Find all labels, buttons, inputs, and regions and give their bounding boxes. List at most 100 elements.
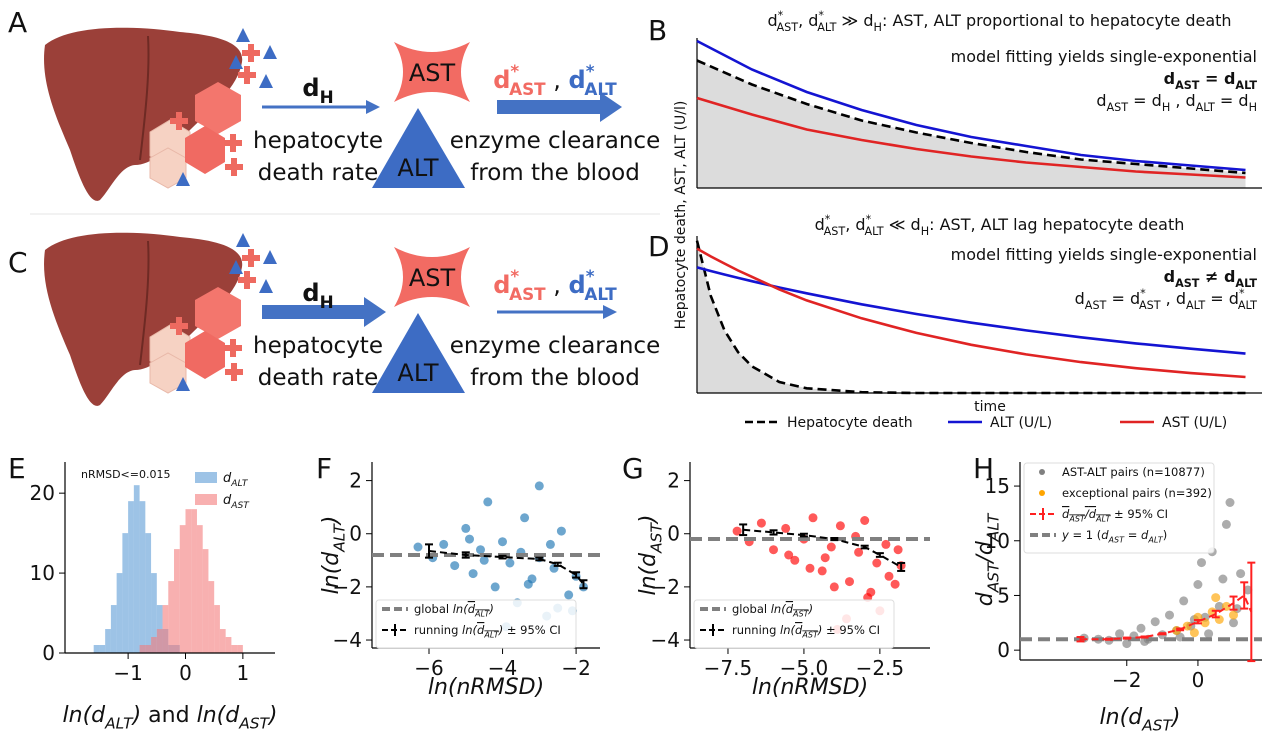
y-axis-label: Hepatocyte death, AST, ALT (U/l) [673, 101, 689, 330]
point [479, 555, 489, 565]
text-part: ln(nRMSD) [752, 675, 868, 700]
text-part: * [1239, 287, 1245, 300]
x-tick-label: −2 [1112, 668, 1141, 692]
text-part: ± 95% CI [822, 623, 880, 637]
text-part: ) [319, 516, 344, 527]
text-part: AST [1108, 535, 1126, 544]
text-part: ) [488, 602, 494, 616]
text-part: , [546, 66, 569, 94]
x-tick-label: 0 [1192, 668, 1205, 692]
clearance-text: from the blood [470, 160, 640, 186]
text-part: H [921, 225, 929, 238]
x-tick-label: −1 [113, 661, 142, 685]
point [769, 545, 778, 555]
x-tick-label: −7.5 [704, 656, 753, 680]
text-part: d [1152, 91, 1162, 110]
histogram-bar [105, 629, 111, 653]
text-part: , [1161, 289, 1176, 308]
point [872, 558, 882, 568]
point [1115, 629, 1125, 639]
point [784, 550, 794, 560]
legend-swatch [195, 494, 217, 505]
x-tick-label: 1 [237, 661, 250, 685]
histogram-bar [145, 645, 152, 653]
text-part: ) [808, 602, 814, 616]
histogram-bar [151, 573, 157, 653]
clearance-label: d* AST , d* ALT [493, 61, 617, 99]
annotation: model fitting yields single-exponential [951, 47, 1257, 66]
point [854, 547, 864, 557]
y-tick-label: −4 [651, 628, 680, 652]
text-part: ≪ [884, 215, 911, 234]
text-part: ALT [1186, 299, 1205, 312]
line [695, 240, 1246, 395]
y-tick-label: −4 [333, 628, 362, 652]
legend-label: dAST/dALT ± 95% CI [1062, 507, 1168, 523]
point [829, 582, 839, 592]
legend-label: AST-ALT pairs (n=10877) [1062, 465, 1205, 479]
x-tick-label: −4 [488, 656, 517, 680]
legend-label: dAST [223, 493, 250, 511]
text-part: d [1238, 91, 1248, 110]
point [413, 542, 423, 552]
text-part: ≫ [836, 11, 863, 30]
legend-label: global ln(dALT) [414, 602, 494, 618]
text-part: ALT [1095, 514, 1111, 523]
text-part: d [1224, 69, 1235, 88]
text-part: d [1186, 91, 1196, 110]
text-part: H [874, 21, 882, 34]
x-tick-label: −2 [561, 656, 590, 680]
enzyme-label: ALT [397, 359, 438, 387]
text-part: * [586, 266, 595, 286]
x-axis-label: ln(nRMSD) [752, 675, 868, 700]
histogram-bar [99, 645, 106, 653]
text-part: d [302, 74, 319, 102]
point [461, 523, 471, 533]
point [1204, 629, 1214, 639]
y-tick-label: 0 [349, 522, 362, 546]
point [1182, 621, 1192, 631]
histogram-bar [139, 645, 146, 653]
legend-label: running ln(dAST) ± 95% CI [732, 623, 880, 639]
panel-label: B [648, 14, 667, 47]
point [1150, 617, 1160, 627]
point [1243, 585, 1253, 595]
text-part: ln( [1100, 705, 1130, 730]
histogram-bar [122, 533, 129, 653]
text-part: ALT [985, 512, 1003, 542]
text-part: d [1128, 705, 1143, 730]
text-part: H [320, 87, 334, 107]
point [790, 555, 800, 565]
text-part: ln( [63, 703, 93, 728]
point [520, 513, 530, 523]
point [468, 569, 478, 579]
text-part: d [1176, 289, 1186, 308]
x-axis-label: time [974, 399, 1006, 415]
histogram-bar [116, 573, 123, 653]
text-part: d [1062, 507, 1070, 521]
text-part: ALT [1238, 299, 1257, 312]
x-axis-label: ln(nRMSD) [428, 675, 544, 700]
text-part: d [1164, 69, 1175, 88]
text-part: running [414, 623, 462, 637]
text-part: ln( [197, 703, 227, 728]
text-part: ± 95% CI [1110, 507, 1168, 521]
text-part: d [1096, 91, 1106, 110]
text-part: ALT [584, 284, 617, 304]
text-part: d [493, 66, 510, 94]
legend-box [375, 599, 577, 649]
histogram-bar [202, 549, 209, 653]
text-part: / [973, 553, 998, 565]
annotation: nRMSD<=0.015 [81, 468, 170, 481]
rate-text: hepatocyte [253, 333, 383, 359]
text-part: ln( [453, 602, 468, 616]
text-part: ln( [462, 623, 477, 637]
point [732, 526, 742, 536]
text-part: = [1124, 528, 1141, 542]
point [1221, 519, 1231, 529]
y-tick-label: 0 [667, 522, 680, 546]
text-part: ALT [230, 479, 249, 489]
text-part: d [911, 215, 921, 234]
point [756, 518, 766, 528]
panel-label: D [648, 230, 670, 263]
